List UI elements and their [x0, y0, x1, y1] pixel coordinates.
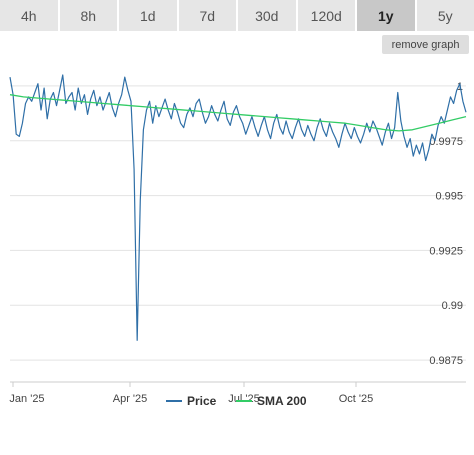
x-tick-label: Jan '25	[9, 393, 44, 405]
range-tab-1d[interactable]: 1d	[119, 0, 177, 31]
range-tab-4h[interactable]: 4h	[0, 0, 58, 31]
range-tab-1y[interactable]: 1y	[357, 0, 415, 31]
x-tick-label: Jul '25	[228, 393, 259, 405]
series-line-price	[9, 74, 467, 341]
y-tick-label: 0.9975	[429, 136, 463, 148]
chart-legend[interactable]: Price SMA 200	[166, 394, 307, 408]
remove-graph-button[interactable]: remove graph	[382, 35, 469, 54]
range-tab-30d[interactable]: 30d	[238, 0, 296, 31]
y-tick-label: 0.9875	[429, 355, 463, 367]
range-tab-5y[interactable]: 5y	[416, 0, 474, 31]
range-tab-7d[interactable]: 7d	[178, 0, 236, 31]
y-tick-label: 0.99	[442, 300, 463, 312]
y-tick-label: 0.995	[435, 191, 463, 203]
chart-series	[9, 74, 467, 341]
legend-item-label[interactable]: Price	[187, 394, 217, 408]
range-tab-120d[interactable]: 120d	[297, 0, 355, 31]
range-tab-8h[interactable]: 8h	[59, 0, 117, 31]
time-range-tabs: 4h 8h 1d 7d 30d 120d 1y 5y	[0, 0, 474, 31]
grid-lines	[10, 85, 466, 361]
series-line-sma-200	[9, 94, 467, 132]
y-tick-label: 0.9925	[429, 245, 463, 257]
legend-item-label[interactable]: SMA 200	[257, 394, 307, 408]
x-tick-label: Oct '25	[339, 393, 374, 405]
x-tick-label: Apr '25	[113, 393, 148, 405]
